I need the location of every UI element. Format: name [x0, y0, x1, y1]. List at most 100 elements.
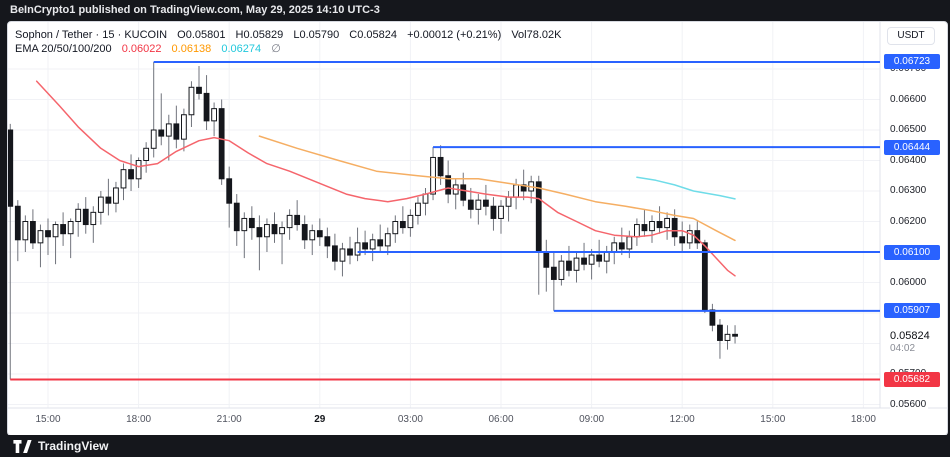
candle-body: [475, 199, 482, 210]
change-value: +0.00012 (+0.21%): [407, 29, 502, 41]
ema100-value: 0.06274: [221, 43, 262, 55]
candle-body: [218, 108, 225, 180]
candle-body: [256, 227, 263, 238]
price-tick-label: 0.06300: [890, 185, 929, 197]
high-letter: H: [235, 29, 244, 41]
candle-body: [709, 309, 716, 326]
symbol-legend[interactable]: Sophon / Tether · 15 · KUCOIN O0.05801 H…: [15, 29, 562, 41]
candle-body: [233, 202, 240, 232]
time-axis-label: 21:00: [216, 414, 242, 425]
candle-body: [30, 221, 36, 244]
candle-body: [437, 156, 444, 177]
low-value: 0.05790: [299, 29, 340, 41]
candle-body: [686, 230, 693, 244]
candle-body: [120, 169, 127, 189]
candle-body: [165, 123, 172, 137]
candle-body: [264, 224, 270, 238]
candle-body: [664, 217, 671, 229]
candle-body: [384, 233, 391, 247]
candle-body: [37, 230, 44, 244]
candle-body: [203, 92, 210, 122]
candle-body: [717, 324, 723, 341]
tradingview-logo-icon[interactable]: [13, 439, 32, 453]
candle-body: [301, 224, 308, 241]
candle-body: [543, 251, 550, 268]
candle-body: [196, 86, 202, 94]
candle-body: [573, 257, 580, 271]
candle-body: [150, 129, 157, 149]
candle-body: [135, 160, 142, 180]
candle-body: [45, 230, 51, 238]
candle-body: [588, 254, 595, 265]
high-value: 0.05829: [243, 29, 284, 41]
price-level-badge: 0.05682: [884, 371, 940, 387]
brand-name[interactable]: TradingView: [38, 439, 109, 453]
candle-body: [67, 221, 74, 235]
candle-body: [211, 108, 217, 122]
candle-body: [248, 217, 255, 229]
candle-body: [271, 224, 278, 235]
candle-body: [332, 245, 338, 262]
interval-label: 15: [102, 29, 115, 41]
time-axis-label: 09:00: [579, 414, 605, 425]
candle-body: [52, 224, 59, 238]
currency-unit-button[interactable]: USDT: [887, 27, 935, 45]
candle-body: [415, 202, 421, 216]
candle-body: [354, 242, 361, 256]
price-level-badge: 0.06723: [884, 54, 940, 70]
candle-body: [483, 199, 489, 207]
candle-body: [430, 156, 436, 195]
time-axis-label: 18:00: [850, 414, 876, 425]
candle-body: [520, 184, 527, 192]
candle-body: [679, 236, 686, 244]
candle-body: [618, 242, 625, 250]
candle-body: [634, 224, 640, 238]
candle-body: [490, 205, 497, 219]
price-tick-label: 0.06500: [890, 124, 929, 136]
volume-value: 78.02K: [526, 29, 562, 41]
candle-body: [649, 221, 655, 232]
candle-body: [460, 184, 467, 201]
candle-body: [143, 147, 150, 162]
candle-body: [226, 178, 233, 204]
symbol-name: Sophon / Tether: [15, 29, 93, 41]
time-axis-label: 06:00: [488, 414, 514, 425]
candle-body: [377, 239, 384, 247]
price-tick-label: 0.06200: [890, 215, 929, 228]
low-letter: L: [293, 29, 300, 41]
price-tick-label: 0.06400: [890, 154, 929, 167]
time-axis-label: 15:00: [35, 414, 61, 425]
candle-body: [558, 260, 565, 280]
candle-body: [550, 266, 557, 280]
volume-letter: Vol: [511, 29, 527, 41]
candle-body: [90, 211, 97, 226]
candle-body: [316, 230, 323, 238]
close-letter: C: [349, 29, 358, 41]
candle-body: [113, 187, 119, 204]
candle-body: [158, 129, 165, 137]
price-tick-label: 0.05600: [890, 398, 929, 411]
time-axis-label: 03:00: [397, 414, 423, 425]
candle-body: [22, 221, 29, 241]
candlestick-plot[interactable]: [8, 22, 947, 435]
candle-body: [369, 239, 376, 250]
ema-label: EMA 20/50/100/200: [15, 43, 112, 55]
price-level-badge: 0.06444: [884, 139, 940, 155]
candle-body: [324, 236, 331, 247]
candle-body: [60, 224, 67, 235]
candle-body: [656, 221, 663, 229]
candle-body: [422, 193, 429, 204]
candle-body: [286, 214, 293, 229]
exchange-label: KUCOIN: [124, 29, 168, 41]
candle-body: [279, 227, 285, 235]
ema100-line: [636, 176, 736, 200]
attribution-text: BeInCrypto1 published on TradingView.com…: [10, 4, 380, 16]
candle-body: [445, 175, 452, 195]
bar-countdown-label: 04:02: [890, 343, 916, 356]
candle-body: [732, 333, 738, 337]
ema-legend[interactable]: EMA 20/50/100/200 0.06022 0.06138 0.0627…: [15, 42, 561, 56]
candle-body: [596, 254, 603, 262]
candle-body: [603, 251, 610, 262]
candle-body: [392, 221, 399, 235]
candle-body: [566, 260, 572, 271]
